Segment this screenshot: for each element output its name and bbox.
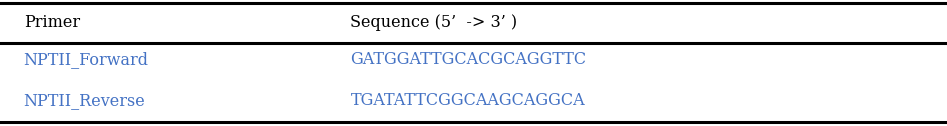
Text: Primer: Primer [24, 14, 80, 31]
Text: NPTII_Forward: NPTII_Forward [24, 51, 149, 68]
Text: NPTII_Reverse: NPTII_Reverse [24, 92, 146, 109]
Text: GATGGATTGCACGCAGGTTC: GATGGATTGCACGCAGGTTC [350, 51, 586, 68]
Text: Sequence (5’  -> 3’ ): Sequence (5’ -> 3’ ) [350, 14, 517, 31]
Text: TGATATTCGGCAAGCAGGCA: TGATATTCGGCAAGCAGGCA [350, 92, 585, 109]
